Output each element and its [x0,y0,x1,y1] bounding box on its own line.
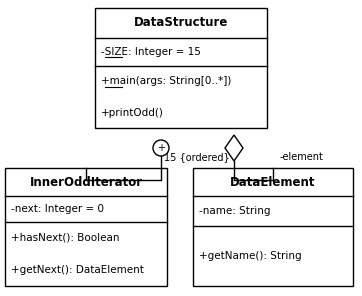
Circle shape [153,140,169,156]
Text: DataStructure: DataStructure [134,17,228,30]
Bar [193,168,353,286]
Text: -element: -element [280,152,324,162]
Text: +getName(): String: +getName(): String [199,251,302,261]
Bar [95,8,267,128]
Text: +: + [157,143,165,153]
Text: -next: Integer = 0: -next: Integer = 0 [11,204,104,214]
Text: -name: String: -name: String [199,206,270,216]
Text: 15 {ordered}: 15 {ordered} [164,152,230,162]
Bar [5,168,167,286]
Polygon shape [225,135,243,161]
Text: -SIZE: Integer = 15: -SIZE: Integer = 15 [101,47,201,57]
Text: +getNext(): DataElement: +getNext(): DataElement [11,265,144,275]
Text: +printOdd(): +printOdd() [101,107,164,118]
Text: InnerOddIterator: InnerOddIterator [29,176,143,189]
Text: DataElement: DataElement [230,176,316,189]
Text: +hasNext(): Boolean: +hasNext(): Boolean [11,233,119,243]
Text: +main(args: String[0..*]): +main(args: String[0..*]) [101,76,231,86]
